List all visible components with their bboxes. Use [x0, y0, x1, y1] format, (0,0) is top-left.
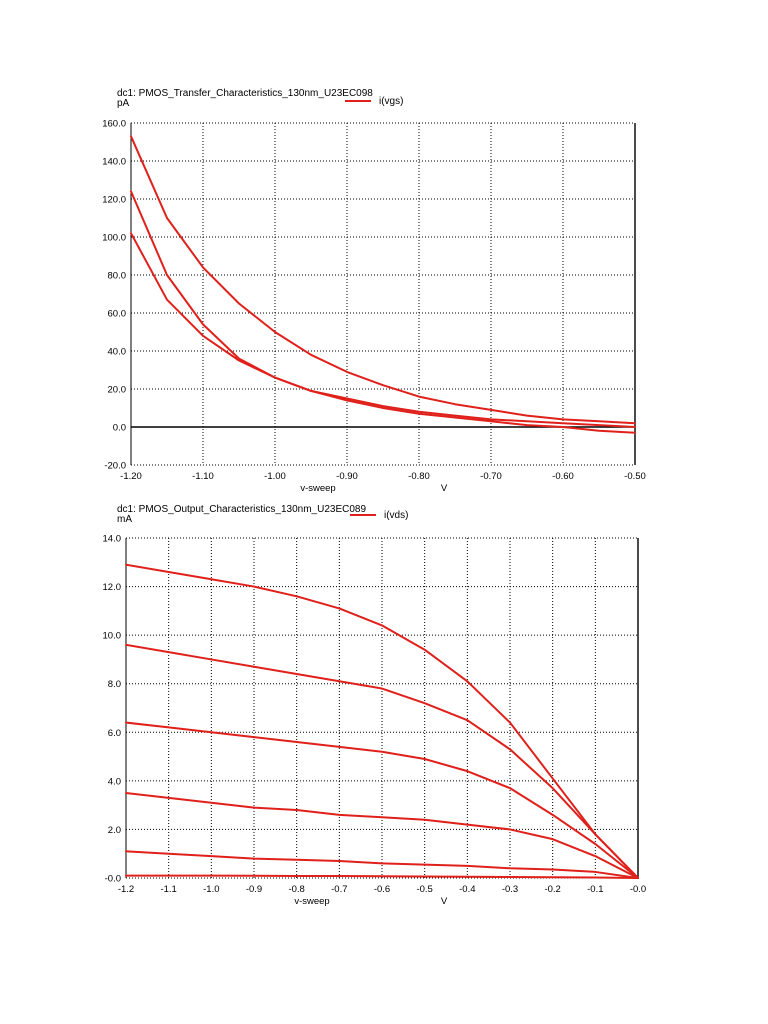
chart1-xtick-label: -1.10 — [192, 471, 214, 482]
chart1-series-3-line — [130, 232, 636, 434]
chart2-xtick-label: -0.8 — [288, 884, 304, 895]
chart2-series-5-line — [125, 850, 639, 879]
chart2-unit-label: mA — [117, 514, 132, 525]
chart2-xtick-label: -1.2 — [118, 884, 134, 895]
chart1-ytick-label: 0.0 — [113, 423, 126, 434]
chart2-series-6-line — [125, 874, 639, 879]
chart2-ytick-label: 10.0 — [103, 631, 122, 642]
chart1-xtick-label: -1.00 — [264, 471, 286, 482]
chart2-ytick-label: 14.0 — [103, 534, 122, 545]
chart1-series-1-line — [130, 135, 636, 425]
chart2-series-2-line — [125, 643, 639, 879]
chart1-legend-label: i(vgs) — [379, 96, 404, 107]
chart2-xtick-label: -0.4 — [459, 884, 475, 895]
chart2-x-axis-unit: V — [441, 896, 448, 907]
chart1-xtick-label: -0.60 — [552, 471, 574, 482]
chart1-ytick-label: 160.0 — [102, 119, 126, 130]
chart2-ytick-label: -0.0 — [105, 874, 121, 885]
chart1-ytick-label: 140.0 — [102, 157, 126, 168]
chart1-ytick-label: 60.0 — [108, 309, 127, 320]
chart2-xtick-label: -0.6 — [374, 884, 390, 895]
chart1-ytick-label: 20.0 — [108, 385, 127, 396]
chart2-series-3-line — [125, 721, 639, 879]
chart2-ytick-label: 4.0 — [108, 776, 121, 787]
chart1-xtick-label: -0.50 — [624, 471, 646, 482]
chart1-legend-swatch — [345, 100, 371, 103]
chart2-xtick-label: -0.9 — [246, 884, 262, 895]
chart2-series-4-line — [125, 792, 639, 879]
chart2-series-1-line — [125, 563, 639, 879]
chart2-x-axis-label: v-sweep — [294, 896, 329, 907]
chart2-ytick-label: 12.0 — [103, 582, 122, 593]
chart1-ytick-label: 80.0 — [108, 271, 127, 282]
chart1-xtick-label: -0.70 — [480, 471, 502, 482]
chart2-xtick-label: -0.3 — [502, 884, 518, 895]
chart1-x-axis-label: v-sweep — [300, 483, 335, 494]
chart2-xtick-label: -1.0 — [203, 884, 219, 895]
chart2-ytick-label: 2.0 — [108, 825, 121, 836]
chart1-ytick-label: 40.0 — [108, 347, 127, 358]
chart2-ytick-label: 8.0 — [108, 679, 121, 690]
chart2-legend-label: i(vds) — [384, 510, 409, 521]
chart1-unit-label: pA — [117, 98, 130, 109]
chart2-xtick-label: -0.7 — [331, 884, 347, 895]
chart1-ytick-label: 120.0 — [102, 195, 126, 206]
chart2-legend-swatch — [350, 514, 376, 517]
chart2-xtick-label: -1.1 — [160, 884, 176, 895]
chart2-legend: i(vds) — [350, 510, 408, 521]
chart1-xtick-label: -0.80 — [408, 471, 430, 482]
chart2-xtick-label: -0.1 — [587, 884, 603, 895]
chart2-xtick-label: -0.0 — [630, 884, 646, 895]
chart2-title: dc1: PMOS_Output_Characteristics_130nm_U… — [117, 504, 367, 515]
chart1-x-axis-unit: V — [441, 483, 448, 494]
chart1-xtick-label: -1.20 — [120, 471, 142, 482]
chart1-ytick-label: -20.0 — [104, 461, 126, 472]
chart1-xtick-label: -0.90 — [336, 471, 358, 482]
chart1-series-2-line — [130, 190, 636, 428]
chart2-xtick-label: -0.5 — [416, 884, 432, 895]
chart2-xtick-label: -0.2 — [544, 884, 560, 895]
chart1-legend: i(vgs) — [345, 96, 403, 107]
chart1-title: dc1: PMOS_Transfer_Characteristics_130nm… — [117, 88, 373, 99]
chart2-ytick-label: 6.0 — [108, 728, 121, 739]
chart1-ytick-label: 100.0 — [102, 233, 126, 244]
